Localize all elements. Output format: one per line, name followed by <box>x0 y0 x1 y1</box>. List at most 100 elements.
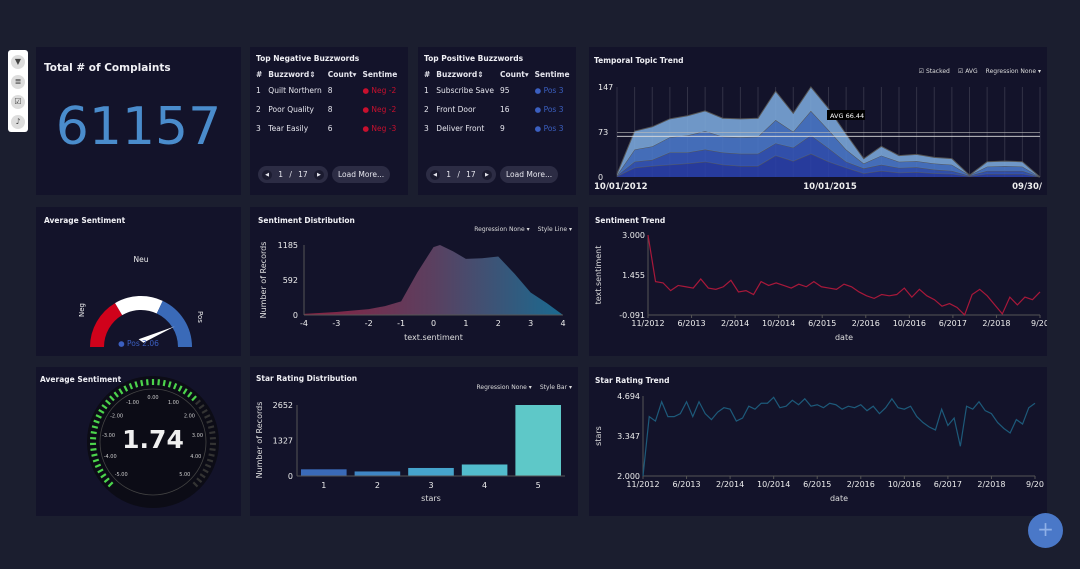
dial-tick <box>206 458 214 463</box>
add-widget-button[interactable]: + <box>1028 513 1063 548</box>
x-tick-label: 0 <box>431 319 436 328</box>
x-tick-label: 2 <box>375 481 380 490</box>
chevron-down-icon: ▾ <box>526 226 530 233</box>
database-icon[interactable]: ≣ <box>11 75 25 89</box>
dial-tick-label: 4.00 <box>190 454 201 460</box>
style-label: Style Bar <box>539 384 568 391</box>
y-axis-title: text.sentiment <box>594 246 603 305</box>
sentiment-value: ● Pos 2.06 <box>36 339 241 348</box>
col-buzzword[interactable]: Buzzword⇕ <box>436 69 484 79</box>
pagination: ◀ 1 / 17 ▶ <box>426 166 496 183</box>
count: 16 <box>499 105 510 114</box>
table-row[interactable]: 3 Tear Easily 6 ● Neg -3 <box>256 119 403 138</box>
total-pages: 17 <box>466 170 476 179</box>
x-tick-label: 10/2016 <box>893 319 926 328</box>
x-tick-label: 5 <box>536 481 541 490</box>
table-row[interactable]: 2 Front Door 16 ● Pos 3 <box>424 100 576 119</box>
dial-tick <box>134 381 139 388</box>
filter-icon[interactable]: ▼ <box>11 55 25 69</box>
next-page-button[interactable]: ▶ <box>313 169 324 180</box>
x-axis-title: date <box>830 494 848 503</box>
table-row[interactable]: 3 Deliver Front 9 ● Pos 3 <box>424 119 576 138</box>
buzzword: Deliver Front <box>436 124 485 133</box>
count: 95 <box>499 86 510 95</box>
load-more-button[interactable]: Load More... <box>332 166 391 183</box>
dial-tick <box>182 388 188 395</box>
col-sentiment[interactable]: Sentime <box>534 69 570 79</box>
bell-icon[interactable]: ♪ <box>11 115 25 129</box>
dial-tick-label: -3.00 <box>102 433 115 439</box>
trend-line <box>642 396 1036 477</box>
dial-tick <box>195 399 201 406</box>
col-count[interactable]: Count▾ <box>499 69 529 79</box>
next-page-button[interactable]: ▶ <box>481 169 492 180</box>
regression-dropdown[interactable]: Regression None ▾ <box>986 68 1041 75</box>
rank: 1 <box>424 86 429 95</box>
page-separator: / <box>289 170 292 179</box>
dial-inner-ring <box>99 388 207 496</box>
dial-tick-label: -1.00 <box>126 400 139 406</box>
load-more-button[interactable]: Load More... <box>500 166 559 183</box>
avg-tooltip: AVG 66.44 <box>830 112 864 120</box>
positive-arc <box>156 300 192 348</box>
prev-page-button[interactable]: ◀ <box>430 169 440 180</box>
positive-label: Pos <box>196 311 204 323</box>
x-tick-label: 4 <box>482 481 487 490</box>
dial-tick-label: 5.00 <box>179 472 190 478</box>
dial-tick <box>101 404 108 410</box>
dial-tick <box>167 381 172 388</box>
style-dropdown[interactable]: Style Bar ▾ <box>540 384 572 391</box>
panel-title: Temporal Topic Trend <box>594 56 684 65</box>
panel-title: Average Sentiment <box>40 375 122 384</box>
regression-dropdown[interactable]: Regression None ▾ <box>476 384 531 391</box>
bar-1 <box>301 469 347 476</box>
smile-face-icon: ● <box>534 124 542 133</box>
dial-tick-label: -2.00 <box>110 414 123 420</box>
col-count[interactable]: Count▾ <box>327 69 357 79</box>
stacked-checkbox[interactable]: ☑ Stacked <box>919 68 950 75</box>
col-sentiment[interactable]: Sentime <box>362 69 398 79</box>
x-tick-label: 3 <box>428 481 433 490</box>
regression-dropdown[interactable]: Regression None ▾ <box>474 226 529 233</box>
panel-title: Star Rating Trend <box>595 376 670 385</box>
buzzword: Tear Easily <box>268 124 309 133</box>
dial-tick <box>140 379 144 387</box>
table-row[interactable]: 1 Quilt Northern 8 ● Neg -2 <box>256 81 403 100</box>
count: 9 <box>499 124 505 133</box>
y-tick-label: 1185 <box>278 241 298 250</box>
current-page: 1 <box>278 170 284 179</box>
dial-tick <box>113 391 119 398</box>
y-axis-title: stars <box>594 426 603 446</box>
count: 6 <box>327 124 333 133</box>
col-buzzword[interactable]: Buzzword⇕ <box>268 69 316 79</box>
table-row[interactable]: 1 Subscribe Save 95 ● Pos 3 <box>424 81 576 100</box>
dial-tick <box>207 425 215 429</box>
panel-title: Sentiment Distribution <box>258 216 355 225</box>
regression-label: Regression None <box>985 68 1037 75</box>
dial-tick <box>107 481 114 488</box>
sentiment-value-label: Pos 2.06 <box>127 339 159 348</box>
dial-tick <box>105 399 111 406</box>
avg-tooltip-bg <box>827 110 865 120</box>
dial-tick <box>91 425 99 429</box>
x-tick-label: 6/2017 <box>934 480 962 489</box>
sentiment: Pos 3 <box>543 124 564 133</box>
table-row[interactable]: 2 Poor Quality 8 ● Neg -2 <box>256 100 403 119</box>
pagination: ◀ 1 / 17 ▶ <box>258 166 328 183</box>
current-page: 1 <box>446 170 452 179</box>
x-tick-label: 2/2018 <box>977 480 1005 489</box>
dial-tick <box>92 458 100 463</box>
style-dropdown[interactable]: Style Line ▾ <box>538 226 572 233</box>
y-tick-label: 1.455 <box>622 271 645 280</box>
x-tick-label: 10/2016 <box>888 480 921 489</box>
sentiment-distribution-panel: Sentiment Distribution Regression None ▾… <box>250 207 578 356</box>
avg-checkbox[interactable]: ☑ AVG <box>958 68 978 75</box>
prev-page-button[interactable]: ◀ <box>262 169 272 180</box>
neutral-label: Neu <box>134 255 149 264</box>
sad-face-icon: ● <box>362 124 369 133</box>
dial-tick <box>145 379 149 386</box>
checkbox-icon[interactable]: ☑ <box>11 95 25 109</box>
rank: 1 <box>256 86 261 95</box>
total-pages: 17 <box>298 170 308 179</box>
x-tick-label: 2 <box>496 319 501 328</box>
